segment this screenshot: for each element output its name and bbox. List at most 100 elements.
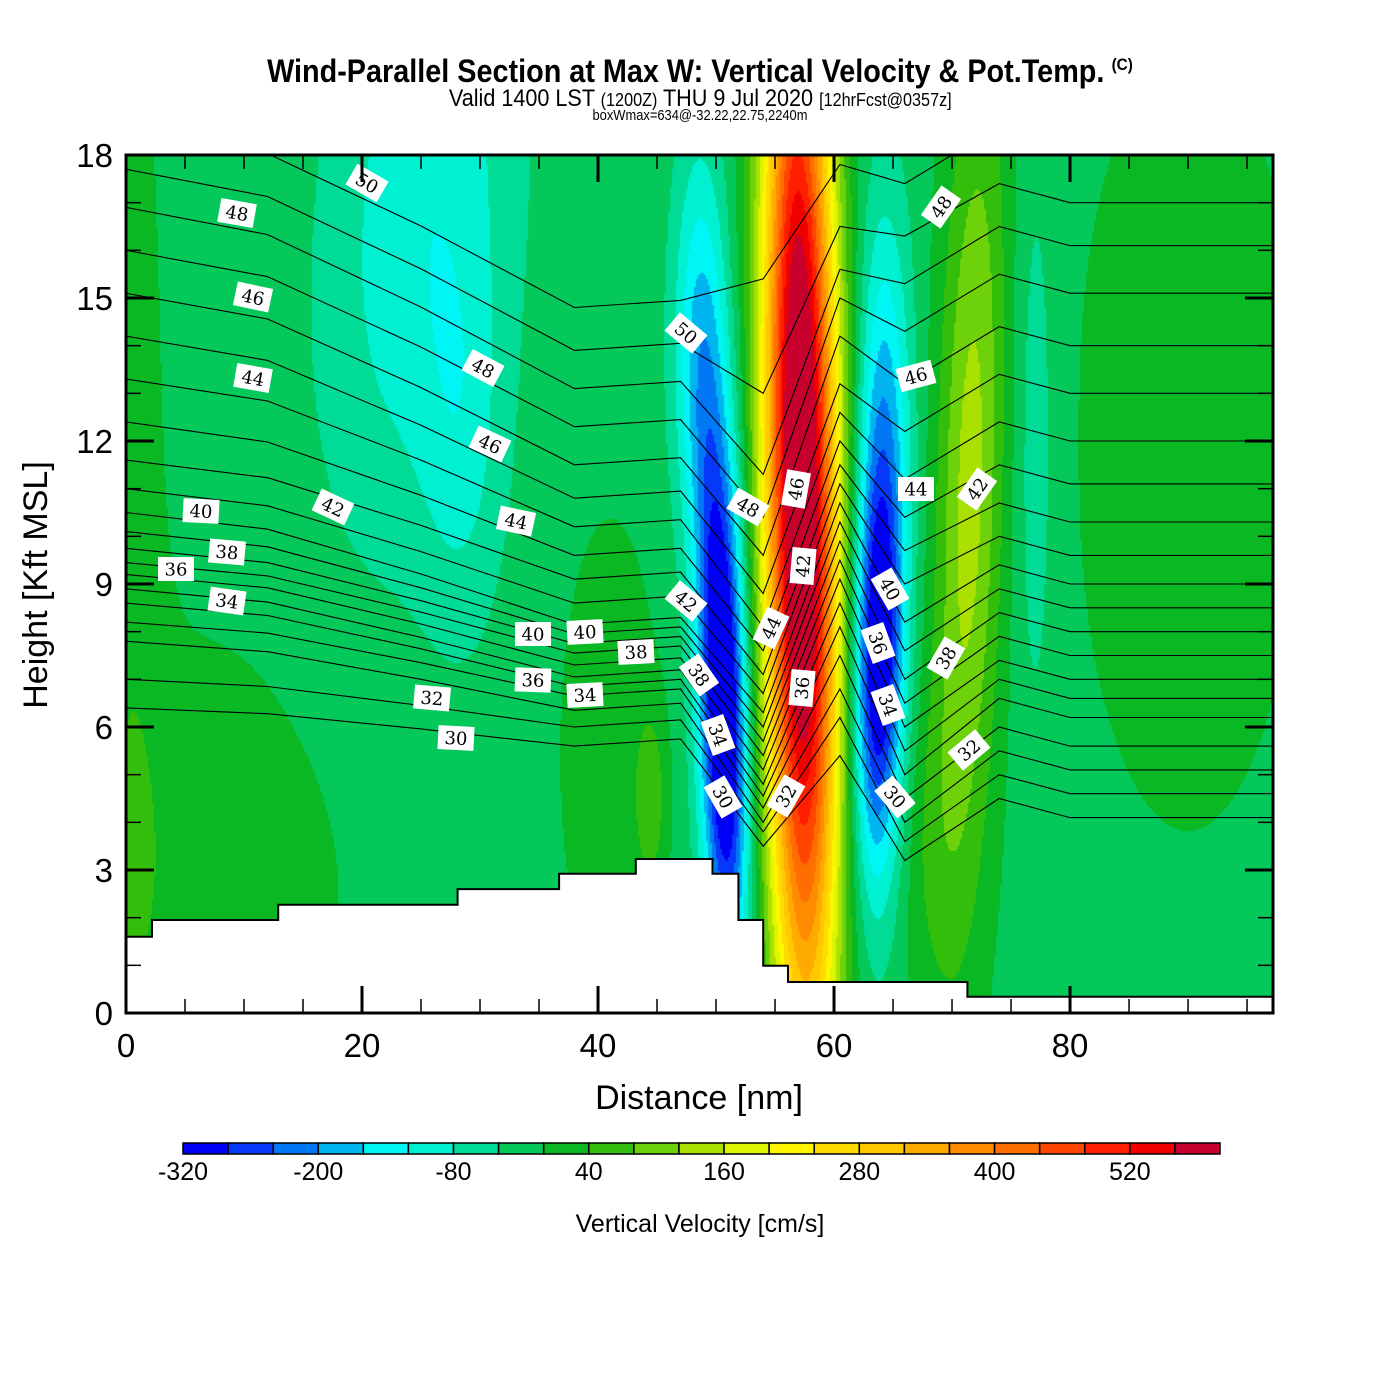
- colorbar-tick-label: -320: [158, 1158, 208, 1186]
- chart-subtitle: Valid 1400 LST (1200Z) THU 9 Jul 2020 [1…: [0, 87, 1400, 111]
- forecast-info: [12hrFcst@0357z]: [818, 90, 952, 110]
- chart-subtitle-line: Valid 1400 LST (1200Z) THU 9 Jul 2020 [1…: [449, 87, 952, 111]
- contour-label-box: [726, 487, 770, 527]
- contour-label-box: [182, 498, 220, 524]
- colorbar-swatch: [858, 1142, 906, 1155]
- contour-label: 50: [664, 312, 708, 354]
- x-tick-label: 60: [816, 1027, 853, 1064]
- colorbar-swatch: [1174, 1142, 1221, 1155]
- theta-contour-41: [126, 482, 1273, 695]
- theta-contour-34: [126, 602, 1273, 798]
- contour-label: 48: [217, 198, 257, 228]
- contour-label: 44: [233, 363, 273, 393]
- contour-label-box: [664, 312, 708, 354]
- contour-label-box: [437, 725, 475, 751]
- contour-label: 36: [788, 669, 816, 707]
- contour-label: 46: [895, 359, 937, 393]
- theta-contour-42: [126, 459, 1273, 676]
- colorbar-tick-label: 520: [1109, 1158, 1151, 1186]
- contour-label: 34: [700, 713, 736, 757]
- contour-label: 36: [158, 557, 194, 581]
- contour-label: 38: [678, 653, 720, 697]
- colorbar-swatch: [452, 1142, 500, 1155]
- colorbar-swatch: [272, 1142, 320, 1155]
- theta-contour-33: [126, 621, 1273, 810]
- contour-label-text: 38: [215, 542, 240, 565]
- colorbar-swatch: [768, 1142, 815, 1155]
- contour-label-text: 46: [239, 285, 266, 310]
- contour-label-box: [895, 359, 937, 393]
- contour-label-text: 38: [624, 642, 648, 664]
- colorbar-swatch: [1083, 1142, 1131, 1155]
- contour-label-text: 42: [793, 554, 816, 579]
- valid-time-local: Valid 1400 LST: [448, 85, 595, 112]
- contour-label: 42: [789, 547, 817, 585]
- contour-label: 42: [664, 580, 708, 622]
- colorbar-swatch: [227, 1142, 274, 1155]
- colorbar-swatch: [1038, 1142, 1086, 1155]
- valid-time-utc: (1200Z): [600, 90, 658, 110]
- theta-contour-48: [126, 206, 1273, 476]
- contour-label-text: 44: [240, 367, 266, 392]
- contour-label-box: [926, 636, 966, 680]
- contour-label: 40: [870, 567, 910, 611]
- contour-label-text: 36: [521, 670, 545, 692]
- colorbar-swatch: [723, 1142, 770, 1155]
- contour-label-box: [678, 653, 720, 697]
- contour-label-text: 40: [522, 625, 545, 646]
- colorbar-tick-label: 400: [974, 1158, 1016, 1186]
- colorbar-swatch: [813, 1142, 861, 1155]
- contour-label-box: [781, 469, 811, 509]
- colorbar-swatch: [362, 1142, 410, 1155]
- colorbar-tick-label: -200: [293, 1158, 343, 1186]
- contour-label-box: [752, 606, 790, 650]
- contour-label-text: 32: [420, 688, 445, 711]
- box-wmax-annotation: boxWmax=634@-32.22,22.75,2240m: [0, 108, 1400, 123]
- contour-label-box: [898, 477, 934, 501]
- contour-label-box: [700, 713, 736, 757]
- colorbar-tick-label: 160: [703, 1158, 745, 1186]
- colorbar-swatch: [678, 1142, 725, 1155]
- y-tick-label: 9: [95, 566, 113, 603]
- colorbar-swatch: [948, 1142, 996, 1155]
- contour-label-text: 44: [502, 509, 529, 534]
- copyright-mark: (C): [1111, 55, 1133, 74]
- contour-label: 38: [208, 538, 246, 566]
- contour-label: 30: [874, 775, 916, 819]
- contour-label: 30: [437, 725, 475, 751]
- contour-label-box: [233, 363, 273, 393]
- contour-label: 48: [920, 185, 962, 229]
- y-axis-title: Height [Kft MSL]: [17, 461, 55, 709]
- contour-label: 42: [956, 467, 998, 511]
- contour-label-box: [788, 669, 816, 707]
- contour-label: 48: [461, 348, 505, 388]
- contour-label-box: [345, 163, 389, 203]
- contour-label-text: 44: [905, 480, 928, 501]
- contour-label: 38: [617, 639, 655, 665]
- terrain: [126, 859, 1273, 1013]
- chart-title-line: Wind-Parallel Section at Max W: Vertical…: [267, 55, 1133, 87]
- contour-label: 40: [182, 498, 220, 524]
- theta-contour-37: [126, 558, 1273, 757]
- theta-contours: [126, 155, 1273, 862]
- colorbar-swatch: [1129, 1142, 1176, 1155]
- colorbar-tick-label: 280: [838, 1158, 880, 1186]
- theta-contour-35: [126, 588, 1273, 786]
- contour-label-text: 36: [792, 676, 815, 701]
- contour-label-box: [617, 639, 655, 665]
- theta-contour-43: [126, 421, 1273, 652]
- contour-label: 32: [766, 774, 806, 818]
- contour-label-box: [860, 621, 896, 665]
- valid-date: THU 9 Jul 2020: [662, 85, 813, 112]
- contour-label: 46: [468, 425, 512, 463]
- theta-contour-47: [126, 249, 1273, 519]
- colorbar-swatch: [633, 1142, 680, 1155]
- contour-label-text: 36: [165, 560, 188, 581]
- contour-label: 50: [345, 163, 389, 203]
- contour-label-box: [870, 683, 906, 727]
- y-tick-label: 18: [76, 137, 113, 174]
- contour-label: 48: [726, 487, 770, 527]
- contour-label-box: [217, 198, 257, 228]
- contour-label-box: [207, 586, 247, 616]
